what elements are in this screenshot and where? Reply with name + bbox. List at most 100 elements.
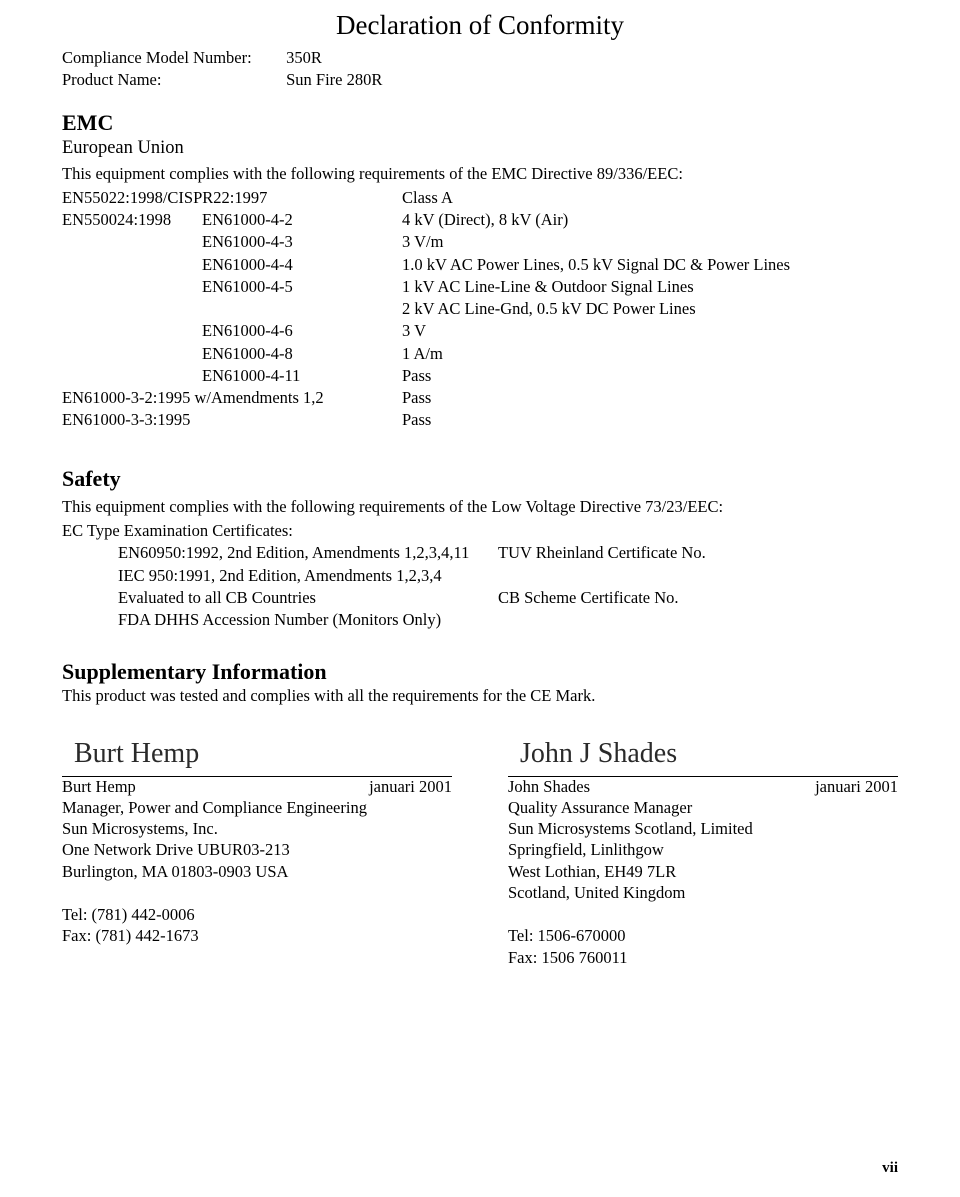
signature-area: Burt Hemp Burt Hemp januari 2001 Manager… — [62, 732, 898, 969]
signatory-line — [508, 904, 898, 925]
safety-cert-label: EC Type Examination Certificates: — [62, 520, 898, 542]
emc-row: EN550024:1998EN61000-4-24 kV (Direct), 8… — [62, 209, 790, 231]
header-label: Product Name: — [62, 69, 282, 91]
signatory-line: Sun Microsystems, Inc. — [62, 818, 452, 839]
emc-row: EN61000-4-33 V/m — [62, 231, 790, 253]
emc-cell: EN61000-4-6 — [202, 320, 402, 342]
safety-cell: EN60950:1992, 2nd Edition, Amendments 1,… — [118, 542, 498, 564]
signatory-line — [62, 882, 452, 903]
emc-row: EN61000-3-3:1995Pass — [62, 409, 790, 431]
emc-cell: 1.0 kV AC Power Lines, 0.5 kV Signal DC … — [402, 254, 790, 276]
emc-intro: This equipment complies with the followi… — [62, 163, 898, 185]
emc-cell — [62, 276, 202, 298]
signatory-line: West Lothian, EH49 7LR — [508, 861, 898, 882]
safety-cell: TUV Rheinland Certificate No. — [498, 542, 706, 564]
emc-cell — [62, 298, 202, 320]
page-title: Declaration of Conformity — [62, 10, 898, 41]
safety-list: EN60950:1992, 2nd Edition, Amendments 1,… — [118, 542, 898, 631]
signature-script: John J Shades — [508, 732, 898, 776]
header-row: Compliance Model Number: 350R — [62, 47, 898, 69]
signatory-line: Quality Assurance Manager — [508, 797, 898, 818]
emc-row: EN61000-4-11Pass — [62, 365, 790, 387]
signatory-name: John Shades — [508, 777, 590, 797]
safety-cell: CB Scheme Certificate No. — [498, 587, 679, 609]
signature-script: Burt Hemp — [62, 732, 452, 776]
header-value: Sun Fire 280R — [286, 70, 382, 89]
safety-row: IEC 950:1991, 2nd Edition, Amendments 1,… — [118, 565, 898, 587]
signatory-line: Manager, Power and Compliance Engineerin… — [62, 797, 452, 818]
emc-table: EN55022:1998/CISPR22:1997Class AEN550024… — [62, 187, 790, 432]
page-number: vii — [882, 1160, 898, 1177]
emc-row: 2 kV AC Line-Gnd, 0.5 kV DC Power Lines — [62, 298, 790, 320]
signature-name-row: John Shades januari 2001 — [508, 777, 898, 797]
header-label: Compliance Model Number: — [62, 47, 282, 69]
emc-cell — [62, 254, 202, 276]
emc-cell: 1 kV AC Line-Line & Outdoor Signal Lines — [402, 276, 790, 298]
signatory-line: Scotland, United Kingdom — [508, 882, 898, 903]
safety-cell: IEC 950:1991, 2nd Edition, Amendments 1,… — [118, 565, 498, 587]
safety-row: EN60950:1992, 2nd Edition, Amendments 1,… — [118, 542, 898, 564]
signature-name-row: Burt Hemp januari 2001 — [62, 777, 452, 797]
emc-cell: EN61000-4-3 — [202, 231, 402, 253]
safety-heading: Safety — [62, 466, 898, 492]
emc-cell: EN55022:1998/CISPR22:1997 — [62, 187, 402, 209]
emc-row: EN61000-4-41.0 kV AC Power Lines, 0.5 kV… — [62, 254, 790, 276]
signature-right: John J Shades John Shades januari 2001 Q… — [508, 732, 898, 969]
emc-cell: 1 A/m — [402, 343, 790, 365]
signatory-line: One Network Drive UBUR03-213 — [62, 839, 452, 860]
emc-row: EN61000-4-81 A/m — [62, 343, 790, 365]
supplementary-text: This product was tested and complies wit… — [62, 685, 898, 707]
emc-cell: 4 kV (Direct), 8 kV (Air) — [402, 209, 790, 231]
emc-cell: 2 kV AC Line-Gnd, 0.5 kV DC Power Lines — [402, 298, 790, 320]
safety-cell: FDA DHHS Accession Number (Monitors Only… — [118, 609, 498, 631]
signatory-line: Springfield, Linlithgow — [508, 839, 898, 860]
emc-cell: Pass — [402, 365, 790, 387]
emc-cell: Pass — [402, 409, 790, 431]
signatory-line: Burlington, MA 01803-0903 USA — [62, 861, 452, 882]
signatory-details: Manager, Power and Compliance Engineerin… — [62, 797, 452, 947]
emc-cell: EN550024:1998 — [62, 209, 202, 231]
emc-row: EN61000-3-2:1995 w/Amendments 1,2Pass — [62, 387, 790, 409]
emc-row: EN61000-4-51 kV AC Line-Line & Outdoor S… — [62, 276, 790, 298]
emc-cell: Class A — [402, 187, 790, 209]
signatory-date: januari 2001 — [815, 777, 898, 797]
signatory-line: Sun Microsystems Scotland, Limited — [508, 818, 898, 839]
emc-cell — [202, 298, 402, 320]
emc-cell: 3 V — [402, 320, 790, 342]
safety-intro: This equipment complies with the followi… — [62, 496, 898, 518]
emc-row: EN55022:1998/CISPR22:1997Class A — [62, 187, 790, 209]
emc-cell: EN61000-3-2:1995 w/Amendments 1,2 — [62, 387, 402, 409]
document-page: Declaration of Conformity Compliance Mod… — [0, 0, 960, 1197]
emc-cell: EN61000-3-3:1995 — [62, 409, 402, 431]
safety-row: FDA DHHS Accession Number (Monitors Only… — [118, 609, 898, 631]
emc-cell: 3 V/m — [402, 231, 790, 253]
emc-cell: EN61000-4-8 — [202, 343, 402, 365]
safety-cell: Evaluated to all CB Countries — [118, 587, 498, 609]
supplementary-block: Supplementary Information This product w… — [62, 659, 898, 707]
emc-cell: EN61000-4-11 — [202, 365, 402, 387]
safety-block: Safety This equipment complies with the … — [62, 466, 898, 632]
supplementary-heading: Supplementary Information — [62, 659, 898, 685]
emc-heading: EMC — [62, 110, 898, 136]
signature-left: Burt Hemp Burt Hemp januari 2001 Manager… — [62, 732, 452, 969]
emc-cell — [62, 231, 202, 253]
signatory-line: Fax: 1506 760011 — [508, 947, 898, 968]
signatory-line: Tel: (781) 442-0006 — [62, 904, 452, 925]
header-row: Product Name: Sun Fire 280R — [62, 69, 898, 91]
signatory-line: Tel: 1506-670000 — [508, 925, 898, 946]
safety-row: Evaluated to all CB CountriesCB Scheme C… — [118, 587, 898, 609]
emc-cell — [62, 343, 202, 365]
header-block: Compliance Model Number: 350R Product Na… — [62, 47, 898, 92]
emc-cell: Pass — [402, 387, 790, 409]
signatory-name: Burt Hemp — [62, 777, 136, 797]
emc-cell: EN61000-4-4 — [202, 254, 402, 276]
emc-cell — [62, 320, 202, 342]
signatory-details: Quality Assurance ManagerSun Microsystem… — [508, 797, 898, 969]
emc-subheading: European Union — [62, 138, 898, 159]
emc-row: EN61000-4-63 V — [62, 320, 790, 342]
emc-cell — [62, 365, 202, 387]
signatory-date: januari 2001 — [369, 777, 452, 797]
emc-cell: EN61000-4-2 — [202, 209, 402, 231]
header-value: 350R — [286, 48, 322, 67]
signatory-line: Fax: (781) 442-1673 — [62, 925, 452, 946]
